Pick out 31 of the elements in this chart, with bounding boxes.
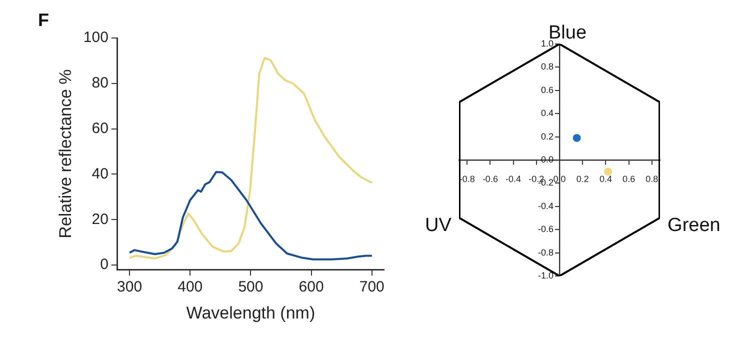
x-tick-label: 0.6 [622,174,636,184]
x-tick-label: 700 [359,278,384,296]
x-tick-label: -0.4 [506,174,522,184]
annotation: UV [425,215,452,236]
y-axis-title: Relative reflectance % [56,69,75,238]
x-tick-label: 300 [117,278,142,296]
y-tick-label: -1.0 [538,270,554,280]
y-tick-label: 1.0 [540,38,554,48]
y-tick-label: 80 [92,74,108,92]
x-tick-label: 600 [298,278,324,296]
y-tick-label: 0.2 [540,131,554,142]
x-tick-label: -0.6 [482,174,498,184]
y-tick-label: 20 [92,210,108,228]
y-tick-label: 40 [92,165,108,182]
y-tick-label: 0.4 [540,108,554,118]
y-tick-label: 0.6 [540,84,554,95]
y-tick-label: 0.8 [540,62,554,72]
y-tick-label: -0.4 [538,200,554,211]
x-tick-label: 400 [178,278,203,296]
x-tick-label: 0.4 [599,174,612,184]
chart-title: F [38,10,49,30]
x-tick-label: 0.8 [646,174,658,184]
annotation: Green [668,215,720,236]
y-tick-label: -0.8 [538,247,554,258]
y-tick-label: 60 [92,120,108,137]
y-tick-label: -0.6 [538,224,554,234]
y-tick-label: 100 [83,29,108,46]
y-tick-label: 0 [100,256,108,274]
x-axis-title: Wavelength (nm) [186,303,316,322]
x-tick-label: 0.2 [576,174,589,184]
x-tick-label: 500 [238,278,264,296]
